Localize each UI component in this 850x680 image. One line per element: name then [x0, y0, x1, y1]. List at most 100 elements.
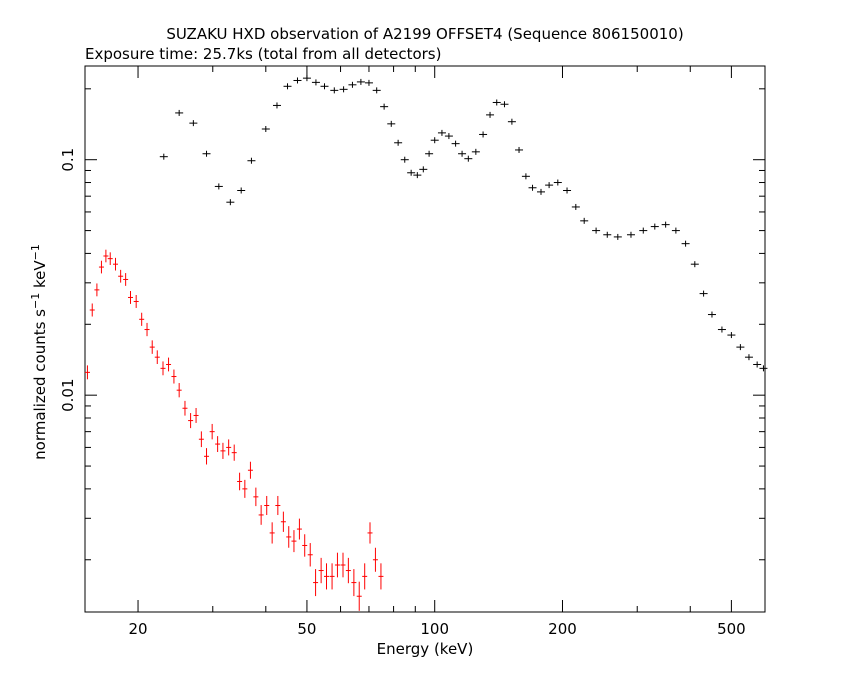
data-point [89, 303, 95, 317]
data-point [182, 400, 188, 416]
chart-subtitle: Exposure time: 25.7ks (total from all de… [85, 45, 441, 63]
data-point [571, 203, 580, 210]
data-point [160, 361, 166, 376]
data-point [189, 120, 198, 127]
y-axis-label-exponent-1: −1 [29, 293, 42, 309]
data-point [759, 365, 768, 372]
y-axis-label-main: normalized counts s [31, 309, 49, 460]
data-point [425, 150, 434, 157]
data-point [188, 413, 194, 429]
data-point [451, 140, 460, 147]
data-point [727, 332, 736, 339]
data-point [204, 448, 210, 465]
data-point [291, 530, 297, 553]
data-point [215, 436, 221, 452]
data-point [372, 87, 381, 94]
data-point [639, 227, 648, 234]
data-point [334, 552, 340, 578]
series-1 [159, 75, 768, 372]
data-point [280, 511, 286, 532]
data-point [329, 563, 335, 590]
data-point [339, 86, 348, 93]
data-point [220, 442, 226, 459]
data-point [592, 227, 601, 234]
data-point [437, 129, 446, 136]
data-point [507, 118, 516, 125]
plot-frame [84, 65, 766, 613]
data-point [237, 187, 246, 194]
data-point [231, 444, 237, 461]
data-point [320, 83, 329, 90]
data-point [226, 439, 232, 456]
data-point [139, 312, 145, 326]
data-point [226, 199, 235, 206]
data-point [193, 408, 199, 423]
data-point [515, 146, 524, 153]
y-axis-label: normalized counts s−1 keV−1 [29, 244, 49, 460]
x-tick-label: 100 [420, 620, 449, 638]
y-axis-label-exponent-2: −1 [29, 244, 42, 260]
series-2 [84, 249, 384, 611]
data-point [545, 182, 554, 189]
data-point [154, 350, 160, 365]
data-point [159, 153, 168, 160]
data-point [286, 526, 292, 548]
x-axis-label: Energy (keV) [377, 640, 474, 658]
data-point [307, 543, 313, 567]
data-point [128, 290, 134, 304]
y-tick-label: 0.01 [59, 378, 77, 411]
data-point [98, 260, 104, 274]
axis-ticks [85, 66, 766, 612]
data-point [500, 101, 509, 108]
data-point [293, 77, 302, 84]
data-point [479, 131, 488, 138]
data-point [444, 133, 453, 140]
data-point [214, 183, 223, 190]
data-point [311, 79, 320, 86]
data-point [253, 487, 259, 507]
data-point [528, 184, 537, 191]
data-point [707, 311, 716, 318]
plot-border [84, 65, 766, 613]
data-point [356, 78, 365, 85]
data-point [237, 472, 243, 491]
data-point [364, 79, 373, 86]
data-point [650, 223, 659, 230]
data-point [247, 461, 253, 479]
x-tick-label: 50 [297, 620, 316, 638]
data-point [471, 148, 480, 155]
data-point [458, 150, 467, 157]
data-point [171, 369, 177, 384]
data-point [753, 361, 762, 368]
data-point [118, 269, 124, 283]
data-point [84, 365, 90, 380]
data-point [330, 87, 339, 94]
data-point [269, 522, 275, 544]
data-point [413, 172, 422, 179]
data-point [176, 383, 182, 398]
data-point [272, 102, 281, 109]
data-point [367, 522, 373, 544]
axis-tick-labels: 20 50 100 200 500 0.1 0.01 [59, 148, 746, 638]
data-point [744, 354, 753, 361]
data-point [387, 120, 396, 127]
data-point [149, 340, 155, 354]
data-point [681, 240, 690, 247]
data-point [313, 569, 319, 597]
data-point [103, 249, 109, 263]
data-point [464, 155, 473, 162]
data-point [198, 431, 204, 448]
data-point [699, 290, 708, 297]
data-point [242, 479, 248, 498]
data-point [613, 233, 622, 240]
data-point [362, 563, 368, 590]
data-point [144, 322, 150, 337]
data-point [264, 495, 270, 516]
data-point [407, 169, 416, 176]
data-point [580, 217, 589, 224]
data-point [348, 81, 357, 88]
data-point [324, 563, 330, 590]
y-tick-label: 0.1 [59, 148, 77, 172]
data-point [661, 221, 670, 228]
